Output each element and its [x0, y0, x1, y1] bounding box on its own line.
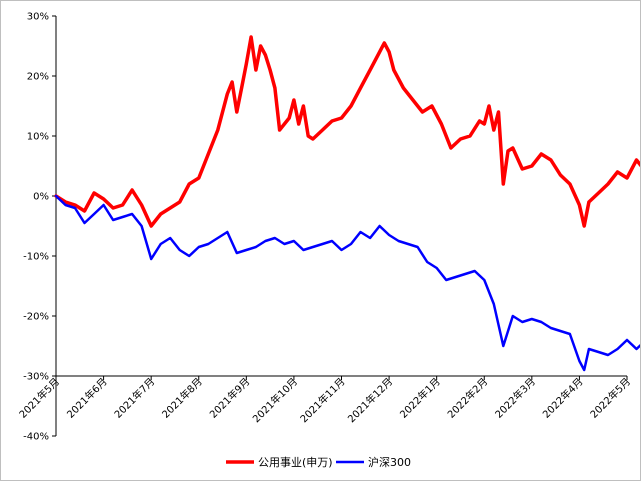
y-tick-label: 30% — [27, 12, 49, 23]
x-tick-label: 2022年1月 — [397, 375, 443, 421]
series-line-csi300 — [54, 194, 641, 372]
series-lines — [54, 35, 641, 372]
x-tick-label: 2021年8月 — [159, 375, 205, 421]
y-tick-label: -40% — [23, 432, 49, 443]
legend-label: 公用事业(申万) — [258, 456, 333, 469]
y-tick-label: -30% — [23, 372, 49, 383]
y-tick-label: -10% — [23, 252, 49, 263]
x-tick-label: 2022年3月 — [492, 375, 538, 421]
x-tick-label: 2021年10月 — [250, 375, 300, 425]
y-tick-label: 10% — [27, 132, 49, 143]
y-tick-label: -20% — [23, 312, 49, 323]
axes: 30%20%10%0%-10%-20%-30%-40%2021年5月 2021年6… — [16, 12, 633, 443]
x-tick-label: 2021年7月 — [111, 375, 157, 421]
y-tick-label: 0% — [33, 192, 49, 203]
series-line-utilities — [54, 35, 641, 228]
x-tick-label: 2021年9月 — [207, 375, 253, 421]
y-tick-label: 20% — [27, 72, 49, 83]
x-tick-label: 2021年11月 — [297, 375, 347, 425]
x-tick-label: 2022年5月 — [587, 375, 633, 421]
x-tick-label: 2022年2月 — [445, 375, 491, 421]
x-tick-label: 2021年6月 — [64, 375, 110, 421]
x-tick-label: 2022年4月 — [540, 375, 586, 421]
legend: 公用事业(申万) 沪深300 — [226, 455, 411, 469]
x-tick-label: 2021年12月 — [345, 375, 395, 425]
legend-label: 沪深300 — [368, 455, 411, 469]
